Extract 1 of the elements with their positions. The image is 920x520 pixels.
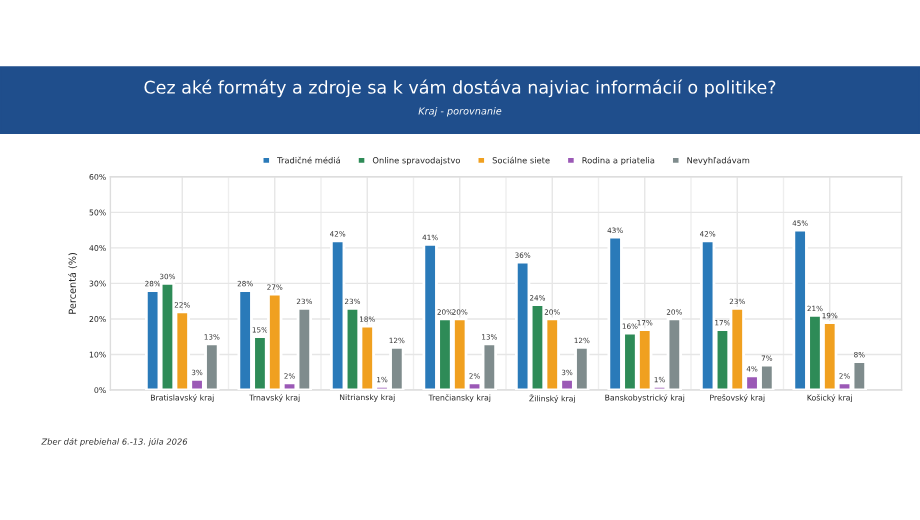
chart-title: Cez aké formáty a zdroje sa k vám dostáva najviac informácií o politike?: [144, 79, 776, 98]
